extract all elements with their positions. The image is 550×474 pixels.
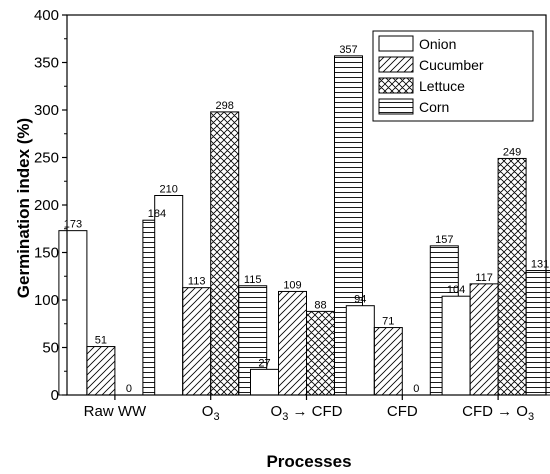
y-tick-label-50: 50	[42, 340, 59, 357]
y-axis-title: Germination index (%)	[14, 118, 33, 298]
data-label-cucumber-cfd-o3: 117	[475, 272, 493, 284]
data-label-lettuce-raw-ww: 0	[126, 383, 132, 395]
data-label-onion-o3: 210	[160, 184, 178, 196]
data-label-corn-raw-ww: 184	[148, 208, 166, 220]
data-label-onion-o3-cfd: 27	[258, 357, 270, 369]
legend-label-corn: Corn	[419, 99, 449, 115]
bar-cucumber-o3-cfd	[278, 290, 307, 396]
y-tick-label-350: 350	[34, 55, 59, 72]
data-label-corn-o3: 115	[244, 274, 262, 286]
legend-label-onion: Onion	[419, 36, 456, 52]
data-label-onion-raw-ww: 173	[64, 219, 82, 231]
legend-swatch-corn	[378, 98, 414, 115]
y-tick-label-200: 200	[34, 197, 59, 214]
data-label-lettuce-cfd: 0	[413, 383, 419, 395]
bar-cucumber-cfd	[373, 327, 403, 396]
bar-onion-cfd	[345, 305, 375, 396]
bar-cucumber-cfd-o3	[469, 283, 499, 396]
data-labels-layer: 173 51 0 184 210 113 298 115 27 109 88 357 94 71 0 157 1…	[64, 44, 550, 395]
data-label-onion-cfd-o3: 104	[447, 284, 465, 296]
data-label-cucumber-cfd: 71	[382, 316, 394, 328]
data-label-cucumber-o3-cfd: 109	[283, 279, 301, 291]
bar-lettuce-cfd-o3	[497, 157, 527, 396]
bar-onion-cfd-o3	[441, 295, 471, 396]
x-tick-label-raw-ww: Raw WW	[84, 403, 147, 420]
legend-swatch-cucumber	[378, 56, 414, 73]
bar-onion-o3	[154, 195, 184, 396]
bars-layer	[58, 55, 550, 396]
y-tick-label-0: 0	[51, 387, 59, 404]
axes-layer: 0 50 100 150 200 250 300 350 400 Raw WW O3​ O3​ → C…	[34, 7, 547, 423]
x-tick-label-o3: O3​	[202, 403, 220, 423]
y-tick-label-100: 100	[34, 292, 59, 309]
data-label-lettuce-o3: 298	[216, 100, 234, 112]
x-axis-title: Processes	[266, 452, 351, 471]
data-label-cucumber-o3: 113	[188, 276, 206, 288]
data-label-corn-o3-cfd: 357	[339, 44, 357, 56]
legend: Onion Cucumber Lettuce Corn	[372, 30, 534, 122]
legend-swatch-lettuce	[378, 77, 414, 94]
y-tick-label-300: 300	[34, 102, 59, 119]
data-label-onion-cfd: 94	[354, 294, 366, 306]
y-tick-label-150: 150	[34, 245, 59, 262]
x-tick-label-o3-cfd: O3​ → CFD	[271, 403, 343, 423]
bar-lettuce-o3-cfd	[306, 310, 335, 396]
data-label-corn-cfd: 157	[435, 234, 453, 246]
legend-label-cucumber: Cucumber	[419, 57, 484, 73]
data-label-lettuce-o3-cfd: 88	[314, 299, 326, 311]
legend-swatch-onion	[378, 35, 414, 52]
bar-cucumber-o3	[182, 287, 212, 396]
legend-label-lettuce: Lettuce	[419, 78, 465, 94]
bar-cucumber-raw-ww	[86, 346, 116, 396]
bar-lettuce-o3	[210, 111, 240, 396]
data-label-corn-cfd-o3: 131	[531, 259, 549, 271]
data-label-cucumber-raw-ww: 51	[95, 335, 107, 347]
y-tick-label-250: 250	[34, 150, 59, 167]
x-tick-label-cfd-o3: CFD → O3​	[462, 403, 534, 423]
y-tick-label-400: 400	[34, 7, 59, 24]
x-tick-label-cfd: CFD	[387, 403, 418, 420]
bar-onion-raw-ww	[58, 230, 88, 396]
bar-onion-o3-cfd	[250, 368, 279, 396]
data-label-lettuce-cfd-o3: 249	[503, 146, 521, 158]
